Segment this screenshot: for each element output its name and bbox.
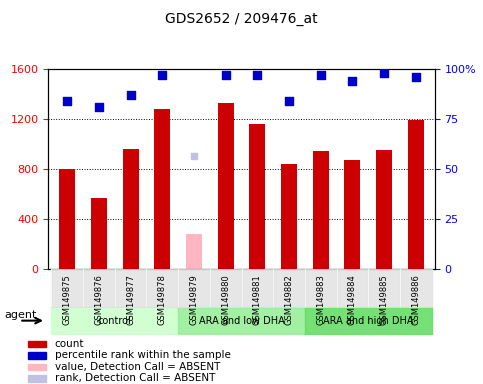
Bar	[28, 364, 46, 371]
Point	[412, 74, 420, 80]
Bar	[344, 160, 360, 269]
Text: GSM149879: GSM149879	[189, 275, 199, 325]
Point	[380, 70, 388, 76]
Point	[95, 104, 103, 110]
Text: GSM149876: GSM149876	[95, 275, 103, 325]
Text: agent: agent	[5, 310, 37, 320]
Bar	[28, 341, 46, 348]
Text: GSM149883: GSM149883	[316, 275, 325, 325]
Point	[285, 98, 293, 104]
Bar	[155, 109, 170, 269]
Text: GSM149880: GSM149880	[221, 275, 230, 325]
Bar	[281, 164, 297, 269]
Text: ARA and high DHA: ARA and high DHA	[323, 316, 413, 326]
Point	[127, 92, 134, 98]
Point	[222, 72, 229, 78]
Point	[190, 153, 198, 160]
Point	[349, 78, 356, 84]
Text: GSM149875: GSM149875	[63, 275, 72, 325]
Bar	[123, 149, 139, 269]
Bar	[186, 235, 202, 269]
Text: count: count	[55, 339, 84, 349]
Bar	[28, 353, 46, 359]
Text: control: control	[98, 316, 132, 326]
Bar	[408, 120, 424, 269]
Point	[254, 72, 261, 78]
Bar	[249, 124, 265, 269]
Point	[317, 72, 325, 78]
Point	[158, 72, 166, 78]
Bar	[28, 376, 46, 382]
Bar	[376, 150, 392, 269]
Text: GSM149882: GSM149882	[284, 275, 294, 325]
Point	[63, 98, 71, 104]
Bar	[59, 169, 75, 269]
Text: GDS2652 / 209476_at: GDS2652 / 209476_at	[165, 12, 318, 25]
Text: GSM149885: GSM149885	[380, 275, 388, 325]
Text: rank, Detection Call = ABSENT: rank, Detection Call = ABSENT	[55, 373, 215, 383]
Bar	[91, 198, 107, 269]
Text: percentile rank within the sample: percentile rank within the sample	[55, 350, 230, 360]
Bar	[313, 152, 328, 269]
Text: GSM149884: GSM149884	[348, 275, 357, 325]
Text: GSM149878: GSM149878	[158, 275, 167, 325]
Bar	[218, 103, 234, 269]
Text: ARA and low DHA: ARA and low DHA	[199, 316, 284, 326]
Text: value, Detection Call = ABSENT: value, Detection Call = ABSENT	[55, 362, 220, 372]
Text: GSM149881: GSM149881	[253, 275, 262, 325]
Text: GSM149886: GSM149886	[411, 275, 420, 325]
Text: GSM149877: GSM149877	[126, 275, 135, 325]
